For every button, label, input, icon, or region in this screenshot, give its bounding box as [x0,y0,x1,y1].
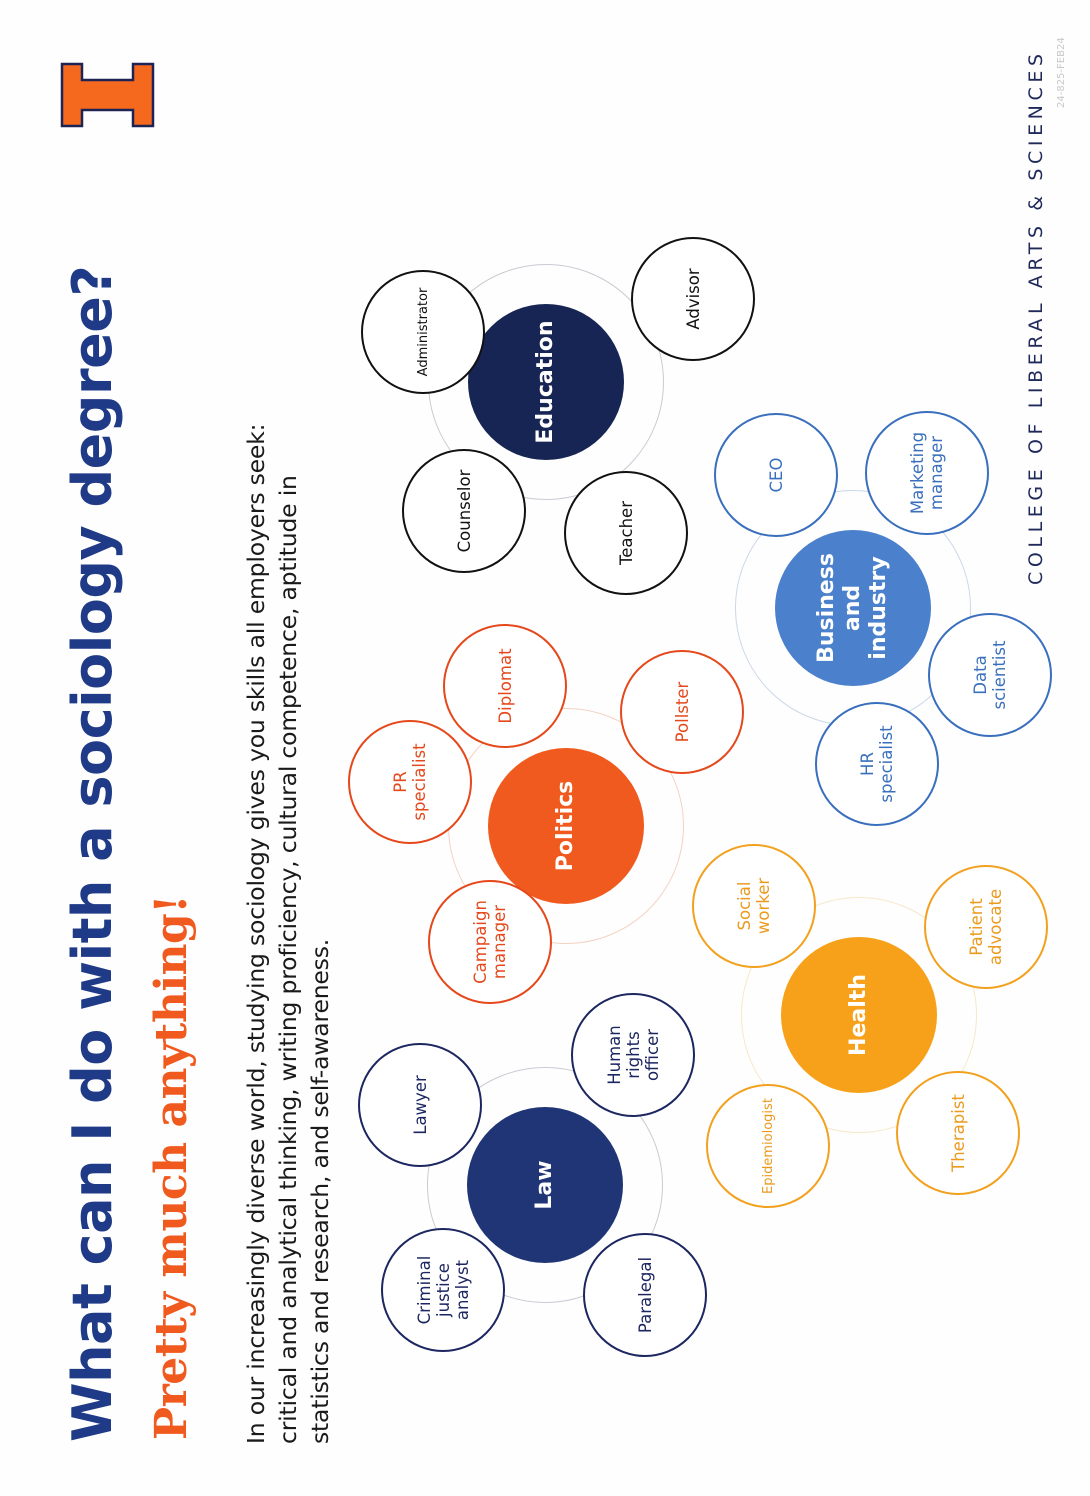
career-marketing-manager: Marketing manager [865,411,989,535]
career-paralegal: Paralegal [583,1233,707,1357]
intro-line-2: critical and analytical thinking, writin… [274,475,302,1444]
career-therapist: Therapist [896,1071,1020,1195]
career-advisor: Advisor [631,237,755,361]
college-name: COLLEGE OF LIBERAL ARTS & SCIENCES [1025,49,1047,585]
career-teacher: Teacher [564,471,688,595]
career-criminal-justice-analyst: Criminal justice analyst [381,1228,505,1352]
career-human-rights-officer: Human rights officer [571,993,695,1117]
intro-line-3: statistics and research, and self-awaren… [306,938,334,1444]
career-lawyer: Lawyer [358,1043,482,1167]
intro-line-1: In our increasingly diverse world, study… [242,423,270,1444]
block-i-logo-icon [60,62,155,128]
career-ceo: CEO [714,413,838,537]
career-diplomat: Diplomat [443,624,567,748]
career-pollster: Pollster [620,650,744,774]
print-code: 24-825-FEB24 [1056,37,1067,108]
law-hub: Law [467,1107,623,1263]
politics-hub: Politics [488,748,644,904]
page-subtitle: Pretty much anything! [146,894,197,1440]
career-hr-specialist: HR specialist [815,702,939,826]
career-data-scientist: Data scientist [928,613,1052,737]
career-administrator: Administrator [361,270,485,394]
career-campaign-manager: Campaign manager [428,880,552,1004]
career-epidemiologist: Epidemiologist [706,1084,830,1208]
career-counselor: Counselor [402,449,526,573]
education-hub: Education [468,304,624,460]
career-patient-advocate: Patient advocate [924,865,1048,989]
career-social-worker: Social worker [692,844,816,968]
business-hub: Business and industry [775,530,931,686]
intro-paragraph: In our increasingly diverse world, study… [240,214,336,1444]
career-pr-specialist: PR specialist [348,720,472,844]
page-title: What can I do with a sociology degree? [61,265,124,1442]
health-hub: Health [781,937,937,1093]
